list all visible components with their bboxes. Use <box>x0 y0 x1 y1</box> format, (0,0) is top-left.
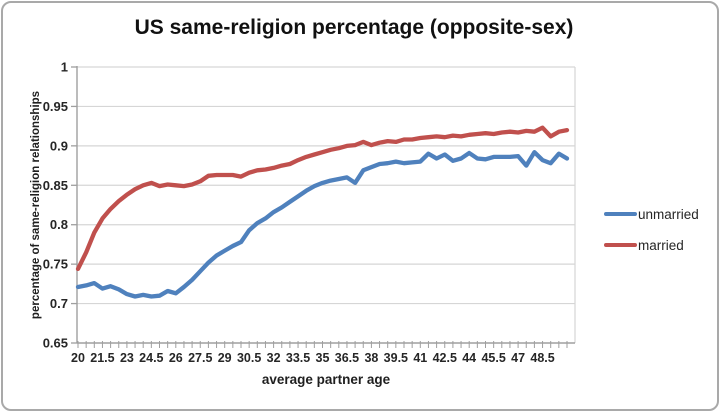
svg-text:0.7: 0.7 <box>50 296 68 311</box>
svg-text:47: 47 <box>511 351 525 365</box>
svg-text:0.85: 0.85 <box>43 178 68 193</box>
svg-text:0.65: 0.65 <box>43 336 68 351</box>
svg-text:27.5: 27.5 <box>188 351 212 365</box>
svg-text:35: 35 <box>316 351 330 365</box>
legend-item-married: married <box>604 234 699 256</box>
svg-text:0.9: 0.9 <box>50 138 68 153</box>
svg-text:29: 29 <box>218 351 232 365</box>
svg-text:26: 26 <box>169 351 183 365</box>
svg-text:38: 38 <box>364 351 378 365</box>
svg-text:30.5: 30.5 <box>237 351 261 365</box>
svg-text:1: 1 <box>61 60 68 75</box>
legend-label-married: married <box>638 237 684 253</box>
svg-text:24.5: 24.5 <box>139 351 163 365</box>
svg-text:21.5: 21.5 <box>90 351 114 365</box>
svg-text:32: 32 <box>267 351 281 365</box>
svg-text:0.95: 0.95 <box>43 99 68 114</box>
svg-text:39.5: 39.5 <box>384 351 408 365</box>
legend-label-unmarried: unmarried <box>638 206 699 222</box>
legend-item-unmarried: unmarried <box>604 203 699 225</box>
x-axis-title: average partner age <box>261 372 391 387</box>
legend: unmarried married <box>604 203 699 265</box>
svg-text:23: 23 <box>120 351 134 365</box>
svg-text:0.8: 0.8 <box>50 217 68 232</box>
chart-title: US same-religion percentage (opposite-se… <box>134 16 574 39</box>
svg-text:44: 44 <box>462 351 476 365</box>
svg-text:36.5: 36.5 <box>335 351 359 365</box>
svg-text:42.5: 42.5 <box>433 351 457 365</box>
married-line-swatch <box>604 242 637 248</box>
svg-text:41: 41 <box>413 351 427 365</box>
svg-text:0.75: 0.75 <box>43 257 68 272</box>
svg-text:48.5: 48.5 <box>530 351 554 365</box>
unmarried-line-swatch <box>604 211 637 217</box>
svg-text:45.5: 45.5 <box>481 351 505 365</box>
svg-text:20: 20 <box>71 351 85 365</box>
svg-text:33.5: 33.5 <box>286 351 310 365</box>
